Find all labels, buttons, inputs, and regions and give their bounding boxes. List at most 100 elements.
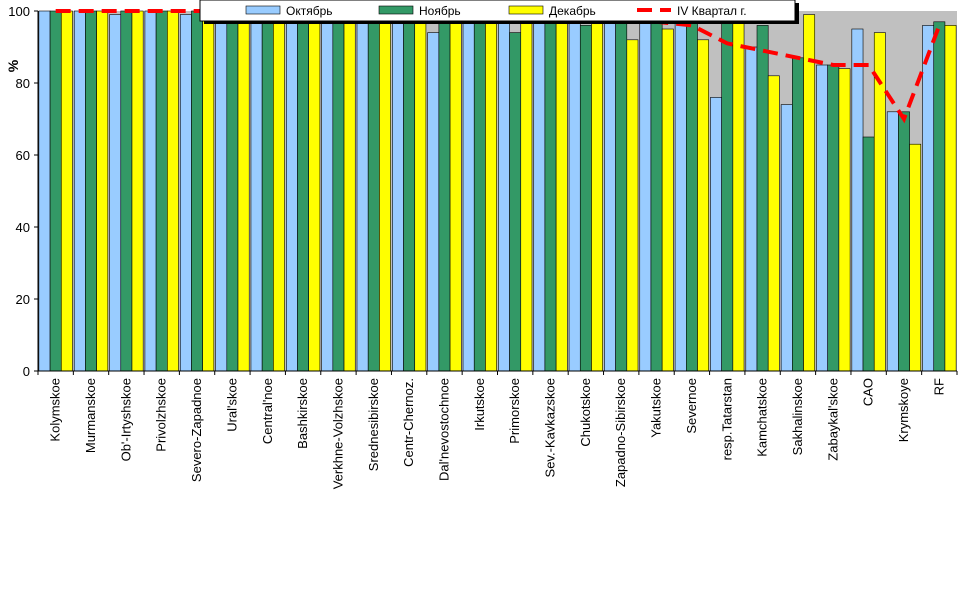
x-tick-label-6: Central'noe (260, 378, 275, 444)
bar-2-3 (155, 10, 168, 372)
legend-label-4: IV Квартал г. (677, 4, 747, 18)
bar-1-5 (215, 10, 228, 372)
legend-swatch-2 (378, 5, 414, 15)
bar-2-11 (438, 14, 451, 372)
bar-2-14 (544, 17, 557, 372)
bar-1-18 (674, 14, 687, 372)
bar-1-7 (285, 17, 298, 372)
bar-2-7 (297, 10, 309, 372)
bar-3-13 (520, 14, 533, 372)
bar-2-16 (615, 10, 628, 372)
bar-2-8 (332, 17, 345, 372)
x-tick-label-9: Srednesibirskoe (366, 378, 381, 471)
bar-1-6 (250, 14, 263, 372)
bar-2-10 (403, 14, 416, 372)
x-tick-label-18: Severnoe (684, 378, 699, 434)
x-tick-label-8: Verkhne-Volzhskoe (330, 378, 345, 489)
bar-3-8 (343, 14, 356, 372)
legend: Октябрь Ноябрь Декабрь IV Квартал г. (199, 0, 799, 24)
bar-1-16 (604, 10, 616, 372)
bar-2-24 (898, 111, 910, 372)
bar-1-1 (73, 10, 86, 372)
x-tick-label-16: Zapadno-Sibirskoe (613, 378, 628, 487)
y-axis-label: % (5, 59, 21, 72)
bar-1-17 (639, 17, 652, 372)
legend-label-1: Октябрь (286, 4, 333, 18)
bar-1-2 (109, 14, 122, 372)
x-tick-label-7: Bashkirskoe (295, 378, 310, 449)
bar-2-20 (756, 25, 769, 372)
bar-1-20 (745, 46, 758, 372)
bar-3-25 (944, 25, 957, 372)
x-tick-label-4: Severo-Zapadnoe (189, 378, 204, 482)
bar-3-2 (131, 10, 144, 372)
bar-2-13 (509, 32, 522, 372)
x-tick-label-12: Irkutskoe (472, 378, 487, 431)
y-tick-label-2: 40 (16, 220, 30, 235)
bar-2-25 (933, 21, 946, 372)
bar-2-0 (49, 10, 62, 372)
x-tick-label-14: Sev.-Kavkazskoe (543, 378, 558, 477)
bar-2-1 (85, 10, 97, 372)
bar-3-12 (485, 14, 497, 372)
y-tick-label-5: 100 (8, 4, 30, 19)
bar-2-15 (579, 25, 592, 372)
legend-swatch-3 (508, 5, 544, 15)
bar-1-4 (179, 14, 192, 372)
bar-2-12 (473, 17, 486, 372)
x-tick-label-19: resp.Tatarstan (719, 378, 734, 460)
bar-2-6 (261, 10, 274, 372)
bar-1-3 (144, 10, 157, 372)
bar-3-0 (60, 10, 73, 372)
legend-label-2: Ноябрь (419, 4, 461, 18)
bar-3-6 (273, 10, 285, 372)
bar-1-25 (922, 25, 935, 372)
bar-3-21 (803, 14, 816, 372)
bar-3-7 (308, 10, 321, 372)
y-tick-label-4: 80 (16, 76, 30, 91)
y-tick-label-3: 60 (16, 148, 30, 163)
bar-1-8 (321, 14, 334, 372)
bar-2-19 (721, 17, 734, 372)
bar-3-3 (167, 10, 179, 372)
bar-2-23 (862, 136, 875, 372)
bar-2-17 (650, 17, 663, 372)
x-tick-label-3: Privolzhskoe (154, 378, 169, 452)
bar-3-9 (379, 14, 391, 372)
x-tick-label-0: Kolymskoe (48, 378, 63, 442)
bar-1-22 (816, 64, 828, 372)
y-tick-label-0: 0 (23, 364, 30, 379)
bar-2-21 (792, 57, 804, 372)
bar-1-9 (356, 14, 369, 372)
y-tick-label-1: 20 (16, 292, 30, 307)
x-tick-label-10: Centr-Chernoz. (401, 378, 416, 467)
bar-1-21 (780, 104, 793, 372)
bar-3-17 (661, 28, 674, 372)
bar-2-5 (226, 14, 239, 372)
x-axis-ticks: Kolymskoe Murmanskoe Ob'-Irtyshskoe Privolz… (37, 371, 958, 489)
legend-swatch-1 (245, 5, 281, 15)
bar-2-18 (685, 17, 698, 372)
y-axis-ticks: 0 20 40 60 80 100 (8, 4, 38, 379)
bar-3-19 (732, 17, 745, 372)
legend-label-3: Декабрь (549, 4, 596, 18)
x-tick-label-11: Dal'nevostochnoe (436, 378, 451, 481)
x-tick-label-22: Zabaykal'skoe (825, 378, 840, 461)
bar-3-14 (555, 17, 568, 372)
bar-3-22 (838, 68, 851, 372)
bar-3-15 (591, 14, 603, 372)
x-tick-label-17: Yakutskoe (649, 378, 664, 438)
bar-1-14 (533, 14, 546, 372)
bar-3-16 (626, 39, 639, 372)
x-tick-label-2: Ob'-Irtyshskoe (118, 378, 133, 461)
bar-3-4 (202, 10, 215, 372)
bar-2-22 (827, 64, 840, 372)
x-tick-label-21: Sakhalinskoe (790, 378, 805, 455)
bar-3-11 (449, 14, 462, 372)
bar-1-13 (498, 14, 510, 372)
x-tick-label-1: Murmanskoe (83, 378, 98, 453)
bar-3-1 (96, 10, 109, 372)
bar-1-24 (886, 111, 899, 372)
bar-1-19 (710, 97, 722, 372)
